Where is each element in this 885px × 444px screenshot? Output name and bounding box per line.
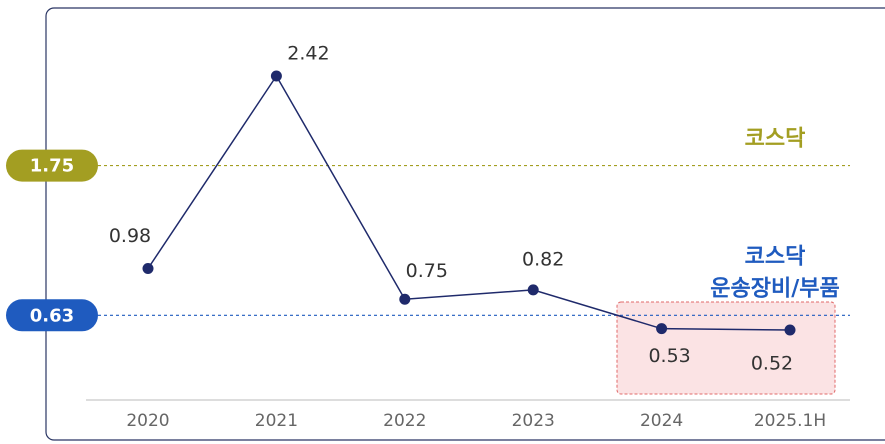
data-label: 0.82 <box>522 248 564 270</box>
x-tick-label: 2025.1H <box>754 411 826 431</box>
reference-name: 코스닥 <box>745 244 806 269</box>
data-label: 2.42 <box>287 43 329 65</box>
x-tick-label: 2024 <box>640 411 683 431</box>
reference-value: 1.75 <box>30 156 74 177</box>
data-label: 0.53 <box>648 345 690 367</box>
reference-value: 0.63 <box>30 305 74 326</box>
reference-pill <box>6 149 98 182</box>
data-label: 0.75 <box>406 260 448 282</box>
point <box>270 70 282 82</box>
data-label: 0.98 <box>109 225 151 247</box>
line <box>147 74 791 331</box>
x-tick-label: 2023 <box>512 411 555 431</box>
reference-pill <box>6 299 98 332</box>
point <box>527 284 539 296</box>
reference-name: 운송장비/부품 <box>710 276 839 301</box>
point <box>784 324 796 336</box>
x-tick-label: 2020 <box>126 411 169 431</box>
x-tick-label: 2021 <box>255 411 298 431</box>
x-tick-label: 2022 <box>383 411 426 431</box>
reference-name: 코스닥 <box>745 127 806 152</box>
point <box>656 323 668 335</box>
data-label: 0.52 <box>751 353 793 375</box>
panel-frame <box>45 7 885 441</box>
point <box>142 263 154 275</box>
highlight-box <box>616 301 836 395</box>
point <box>399 293 411 305</box>
